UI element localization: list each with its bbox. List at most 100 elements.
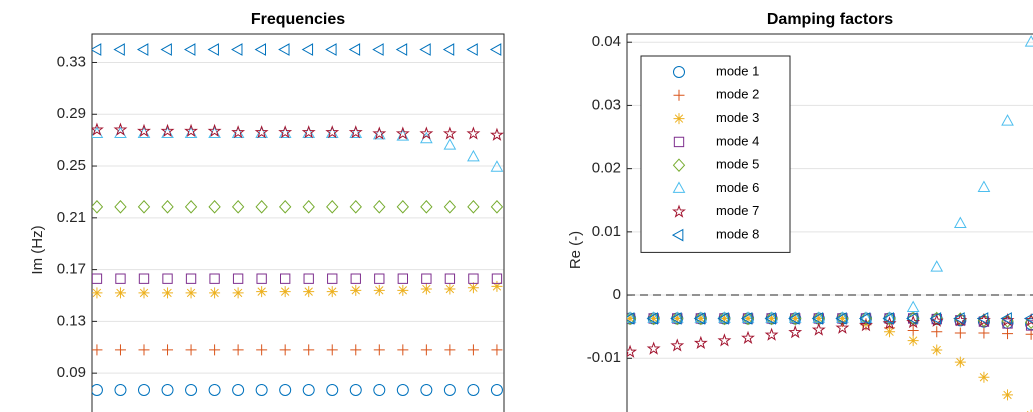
marker — [468, 273, 479, 284]
marker — [136, 43, 149, 56]
marker — [490, 127, 504, 141]
marker — [185, 344, 197, 356]
marker — [350, 273, 361, 284]
marker — [1024, 313, 1033, 327]
marker — [955, 315, 966, 326]
marker — [671, 312, 683, 324]
marker — [232, 383, 245, 396]
marker — [255, 200, 268, 214]
marker — [161, 200, 174, 214]
marker — [1024, 35, 1033, 47]
marker — [138, 287, 150, 299]
marker — [162, 287, 174, 299]
marker — [302, 200, 315, 214]
marker — [303, 286, 315, 298]
marker — [954, 327, 966, 339]
marker — [931, 326, 943, 338]
marker — [326, 383, 339, 396]
marker — [113, 122, 128, 136]
marker — [92, 200, 104, 214]
legend-label: mode 2 — [716, 87, 759, 102]
marker — [138, 383, 150, 396]
marker — [209, 287, 221, 299]
marker — [92, 273, 103, 284]
marker — [138, 344, 150, 356]
y-axis-label: Re (-) — [567, 231, 584, 269]
marker — [977, 180, 991, 192]
marker — [278, 125, 293, 139]
marker — [92, 383, 103, 396]
marker — [302, 126, 316, 139]
y-tick-label: 0.03 — [592, 96, 621, 113]
marker — [92, 122, 104, 136]
plot-area — [92, 43, 504, 396]
marker — [301, 125, 316, 139]
marker — [373, 344, 385, 356]
marker — [208, 383, 221, 396]
marker — [766, 312, 778, 324]
marker — [137, 200, 151, 214]
axes-frame — [91, 33, 505, 412]
y-tick-label: 0.04 — [592, 33, 621, 50]
marker — [254, 125, 269, 139]
marker — [788, 325, 803, 339]
marker — [325, 43, 337, 56]
y-tick-label: -0.01 — [587, 349, 621, 366]
marker — [231, 125, 246, 139]
marker — [326, 200, 339, 214]
marker — [327, 273, 338, 284]
marker — [254, 43, 266, 56]
marker — [183, 43, 196, 56]
marker — [420, 383, 433, 396]
marker — [303, 273, 314, 284]
marker — [184, 200, 198, 214]
marker — [372, 127, 386, 140]
marker — [978, 371, 990, 383]
legend-marker — [673, 66, 685, 78]
marker — [741, 330, 755, 344]
marker — [627, 312, 636, 324]
marker — [302, 383, 315, 396]
marker — [467, 149, 480, 162]
marker — [395, 126, 410, 140]
marker — [373, 284, 385, 296]
marker — [467, 200, 480, 214]
marker — [419, 43, 431, 56]
legend-label: mode 5 — [716, 157, 759, 172]
marker — [835, 320, 850, 334]
marker — [976, 312, 989, 325]
legend-label: mode 8 — [716, 227, 759, 242]
marker — [1002, 328, 1014, 340]
marker — [114, 200, 127, 214]
marker — [627, 312, 635, 325]
marker — [444, 273, 456, 284]
marker — [113, 43, 125, 56]
marker — [279, 286, 291, 298]
marker — [92, 344, 103, 356]
legend-marker — [672, 181, 686, 193]
marker — [92, 43, 102, 56]
subplot: 0.09 0.13 0.17 0.21 0.25 0.29 0.33 Frequencies I… — [29, 11, 505, 412]
marker — [279, 383, 292, 396]
marker — [443, 138, 457, 150]
marker — [978, 316, 990, 327]
marker — [420, 283, 432, 295]
marker — [326, 286, 338, 298]
marker — [1001, 114, 1014, 126]
marker — [160, 123, 175, 137]
marker — [397, 284, 409, 296]
axes-frame — [626, 33, 1033, 412]
legend-box — [640, 55, 791, 253]
marker — [232, 273, 244, 284]
marker — [231, 126, 245, 139]
legend: mode 1 mode 2 mode 3 mode 4 mode 5 mode 6 mode… — [640, 55, 791, 253]
marker — [742, 312, 754, 324]
marker — [811, 312, 824, 325]
marker — [114, 287, 126, 299]
y-tick-label: 0.13 — [57, 312, 86, 329]
marker — [443, 200, 457, 214]
marker — [646, 312, 659, 325]
marker — [279, 344, 291, 356]
marker — [349, 200, 362, 214]
marker — [325, 126, 339, 139]
